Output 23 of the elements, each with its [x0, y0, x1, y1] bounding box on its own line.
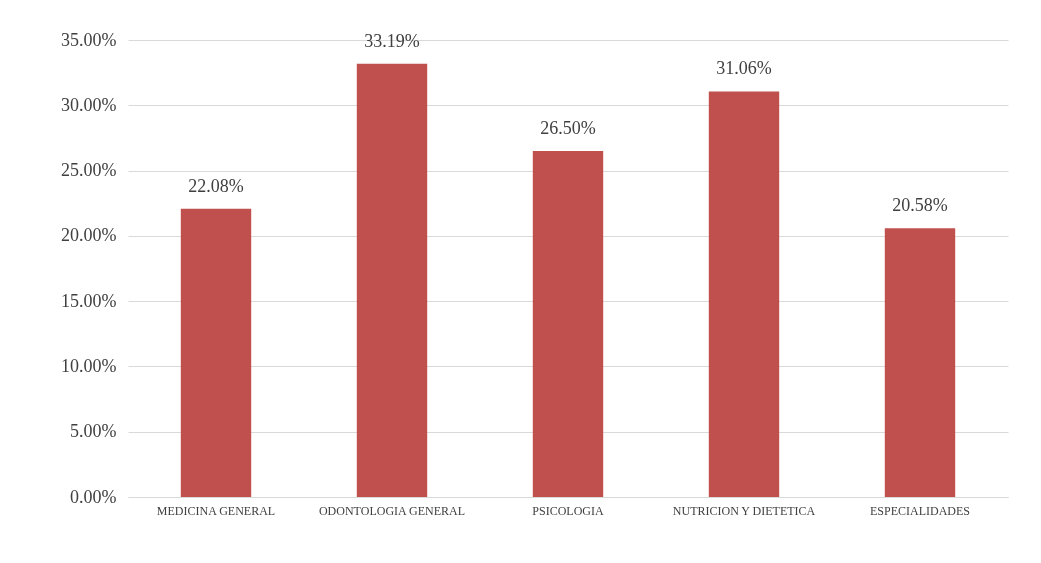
y-tick-label: 35.00%: [61, 29, 117, 50]
bar: [532, 150, 604, 497]
y-tick-label: 15.00%: [61, 290, 117, 311]
y-tick-label: 30.00%: [61, 94, 117, 115]
bar: [708, 91, 780, 497]
y-tick-label: 5.00%: [70, 421, 117, 442]
x-tick-label: NUTRICION Y DIETETICA: [672, 503, 816, 518]
y-tick-label: 10.00%: [61, 355, 117, 376]
x-tick-label: ESPECIALIDADES: [869, 503, 971, 518]
y-tick-label: 0.00%: [70, 486, 117, 507]
y-tick-label: 20.00%: [61, 225, 117, 246]
bar: [356, 63, 428, 497]
data-label: 20.58%: [892, 195, 948, 216]
bar: [884, 228, 956, 497]
x-tick-label: MEDICINA GENERAL: [156, 503, 276, 518]
data-label: 22.08%: [188, 175, 244, 196]
data-label: 33.19%: [364, 30, 420, 51]
data-label: 26.50%: [540, 117, 596, 138]
y-tick-label: 25.00%: [61, 160, 117, 181]
bar: [180, 208, 252, 497]
x-tick-label: ODONTOLOGIA GENERAL: [318, 503, 466, 518]
data-label: 31.06%: [716, 58, 772, 79]
x-tick-label: PSICOLOGIA: [532, 503, 604, 518]
